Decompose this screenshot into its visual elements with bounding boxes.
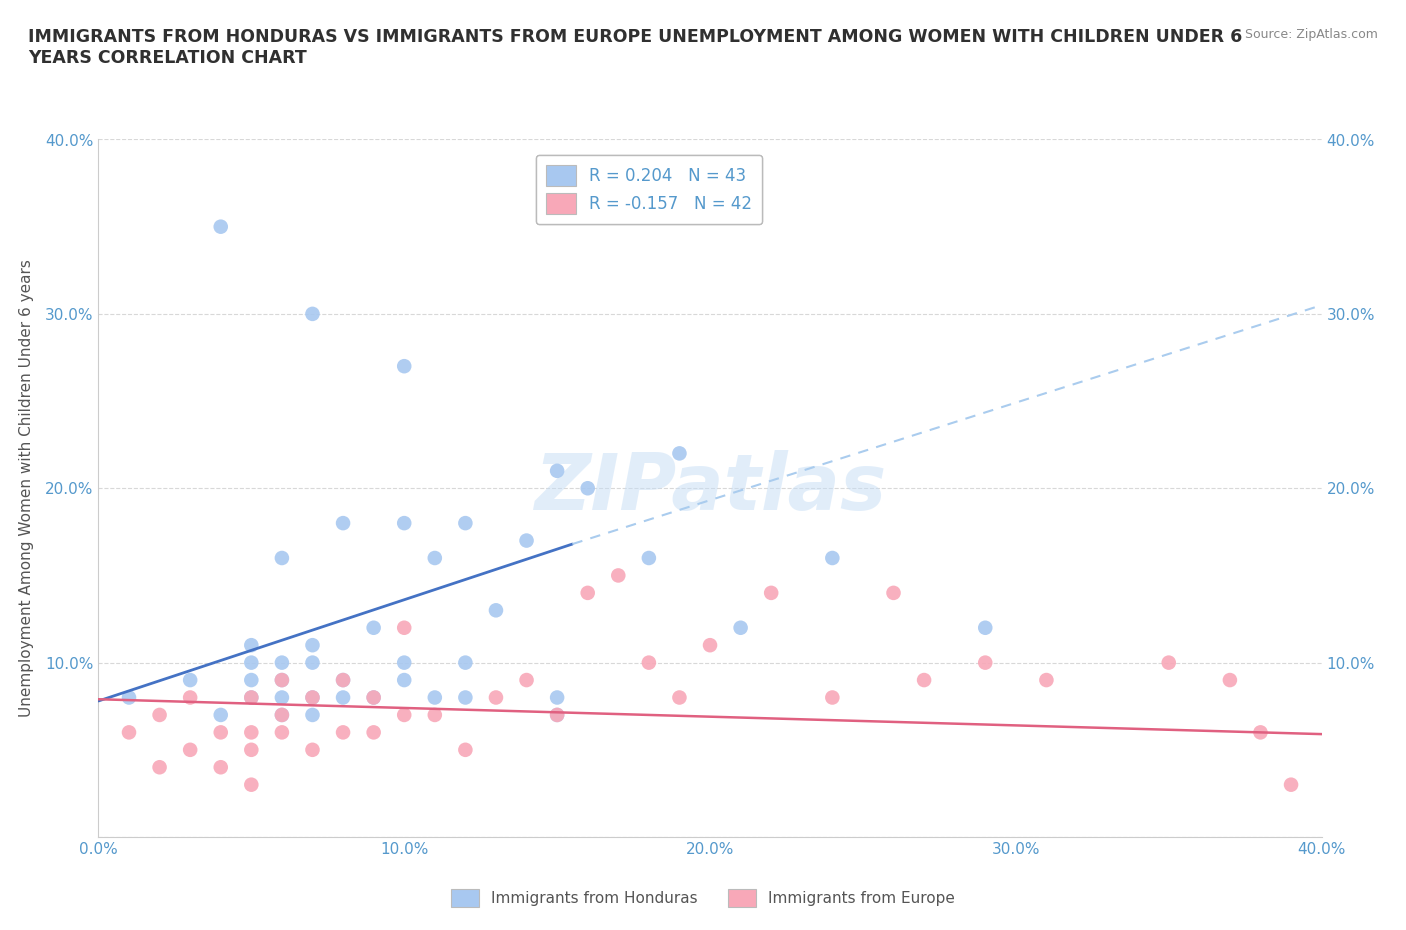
Point (363, 690, 385, 705)
Point (392, 515, 416, 530)
Text: ZIPatlas: ZIPatlas (534, 450, 886, 526)
Point (637, 551, 661, 565)
Legend: R = 0.204   N = 43, R = -0.157   N = 42: R = 0.204 N = 43, R = -0.157 N = 42 (536, 154, 762, 224)
Point (301, 742, 323, 757)
Point (118, 725, 141, 740)
Point (240, 638, 263, 653)
Point (240, 777, 263, 792)
Point (332, 672, 354, 687)
Point (821, 551, 844, 565)
Point (209, 708, 232, 723)
Point (516, 533, 538, 548)
Point (240, 690, 263, 705)
Point (423, 690, 446, 705)
Point (301, 690, 323, 705)
Point (149, 760, 172, 775)
Point (392, 672, 416, 687)
Point (576, 481, 599, 496)
Point (240, 690, 263, 705)
Point (637, 656, 661, 671)
Legend: Immigrants from Honduras, Immigrants from Europe: Immigrants from Honduras, Immigrants fro… (446, 884, 960, 913)
Point (607, 568, 630, 583)
Point (454, 690, 477, 705)
Y-axis label: Unemployment Among Women with Children Under 6 years: Unemployment Among Women with Children U… (18, 259, 34, 717)
Point (179, 672, 201, 687)
Point (546, 708, 568, 723)
Text: IMMIGRANTS FROM HONDURAS VS IMMIGRANTS FROM EUROPE UNEMPLOYMENT AMONG WOMEN WITH: IMMIGRANTS FROM HONDURAS VS IMMIGRANTS F… (28, 28, 1243, 67)
Point (270, 551, 292, 565)
Point (301, 690, 323, 705)
Point (454, 656, 477, 671)
Point (423, 551, 446, 565)
Point (516, 672, 538, 687)
Point (454, 515, 477, 530)
Point (974, 656, 997, 671)
Point (301, 307, 323, 322)
Point (270, 708, 292, 723)
Point (1279, 777, 1302, 792)
Point (392, 708, 416, 723)
Point (974, 620, 997, 635)
Point (392, 359, 416, 374)
Point (209, 760, 232, 775)
Point (485, 690, 508, 705)
Point (423, 708, 446, 723)
Point (699, 638, 721, 653)
Point (1219, 672, 1241, 687)
Point (392, 620, 416, 635)
Point (332, 515, 354, 530)
Point (240, 656, 263, 671)
Point (730, 620, 752, 635)
Point (332, 672, 354, 687)
Point (270, 708, 292, 723)
Point (576, 586, 599, 601)
Point (668, 690, 690, 705)
Point (1157, 656, 1180, 671)
Point (240, 742, 263, 757)
Point (454, 742, 477, 757)
Point (209, 725, 232, 740)
Point (301, 708, 323, 723)
Point (883, 586, 905, 601)
Point (332, 690, 354, 705)
Point (240, 672, 263, 687)
Point (1249, 725, 1271, 740)
Point (912, 672, 935, 687)
Point (821, 690, 844, 705)
Point (270, 725, 292, 740)
Point (301, 656, 323, 671)
Point (270, 690, 292, 705)
Point (149, 708, 172, 723)
Point (209, 219, 232, 234)
Point (668, 446, 690, 461)
Point (270, 672, 292, 687)
Point (546, 463, 568, 478)
Text: Source: ZipAtlas.com: Source: ZipAtlas.com (1244, 28, 1378, 41)
Point (270, 672, 292, 687)
Point (392, 656, 416, 671)
Point (363, 690, 385, 705)
Point (363, 620, 385, 635)
Point (270, 656, 292, 671)
Point (179, 690, 201, 705)
Point (118, 690, 141, 705)
Point (485, 603, 508, 618)
Point (546, 708, 568, 723)
Point (546, 690, 568, 705)
Point (363, 725, 385, 740)
Point (1035, 672, 1057, 687)
Point (240, 725, 263, 740)
Point (332, 725, 354, 740)
Point (759, 586, 782, 601)
Point (179, 742, 201, 757)
Point (301, 638, 323, 653)
